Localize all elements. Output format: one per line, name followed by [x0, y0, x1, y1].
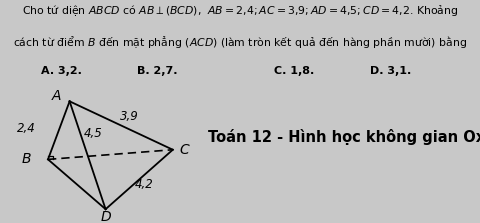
Text: B. 2,7.: B. 2,7. — [137, 66, 177, 76]
Text: $\mathit{B}$: $\mathit{B}$ — [21, 152, 32, 166]
Text: 4,2: 4,2 — [134, 178, 154, 191]
Text: 3,9: 3,9 — [120, 110, 139, 123]
Text: $\mathit{A}$: $\mathit{A}$ — [50, 89, 62, 103]
Text: $\mathit{D}$: $\mathit{D}$ — [99, 210, 112, 223]
Text: $\mathit{C}$: $\mathit{C}$ — [179, 143, 191, 157]
Text: 4,5: 4,5 — [84, 127, 103, 140]
Text: A. 3,2.: A. 3,2. — [41, 66, 82, 76]
Text: Cho tứ diện $ABCD$ có $AB \perp (BCD)$,  $AB = 2{,}4; AC = 3{,}9; AD = 4{,}5; CD: Cho tứ diện $ABCD$ có $AB \perp (BCD)$, … — [22, 2, 458, 18]
Text: C. 1,8.: C. 1,8. — [274, 66, 314, 76]
Text: cách từ điểm $B$ đến mặt phẳng $(ACD)$ (làm tròn kết quả đến hàng phần mười) bằn: cách từ điểm $B$ đến mặt phẳng $(ACD)$ (… — [13, 34, 467, 50]
Text: 2,4: 2,4 — [17, 122, 36, 136]
Text: D. 3,1.: D. 3,1. — [370, 66, 411, 76]
Text: Toán 12 - Hình học không gian Oxyz: Toán 12 - Hình học không gian Oxyz — [208, 129, 480, 145]
